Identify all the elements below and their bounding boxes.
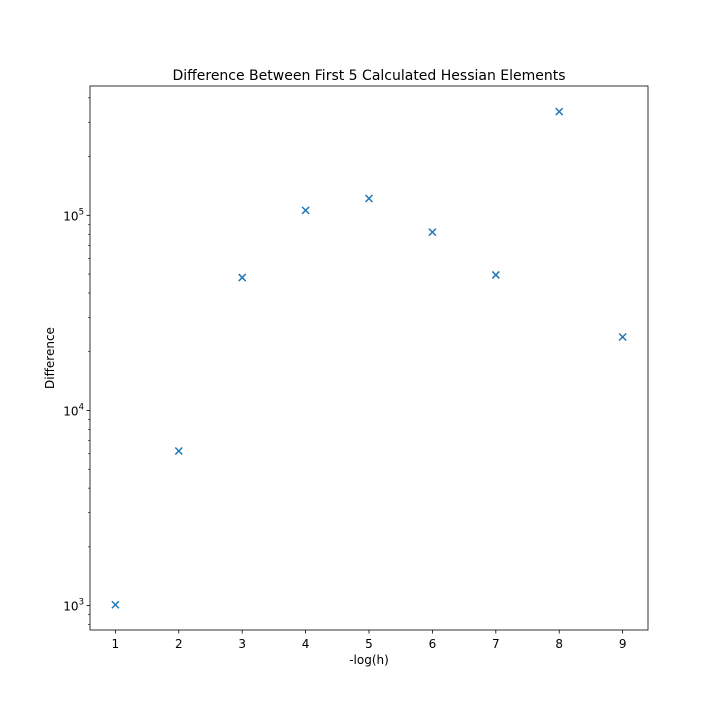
y-tick-label-exponent: 5 <box>79 207 84 217</box>
marks-layer <box>111 107 627 609</box>
data-point-x1 <box>111 600 120 609</box>
x-tick-label: 4 <box>302 637 310 651</box>
chart-title: Difference Between First 5 Calculated He… <box>172 68 565 84</box>
data-point-x7 <box>491 270 500 279</box>
marker-stroke <box>111 600 120 609</box>
x-tick-label: 7 <box>492 637 500 651</box>
marker-stroke <box>301 206 310 215</box>
marker-stroke <box>428 228 437 237</box>
y-tick-label-base: 10 <box>63 209 78 223</box>
data-point-x4 <box>301 206 310 215</box>
data-point-x5 <box>364 194 374 203</box>
plot-frame <box>89 85 649 631</box>
y-axis-label: Difference <box>43 327 57 389</box>
x-tick-label: 2 <box>175 637 183 651</box>
plot-background <box>90 86 648 630</box>
x-axis-label: -log(h) <box>349 653 389 667</box>
marker-stroke <box>555 107 564 116</box>
y-tick-label-base: 10 <box>63 600 78 614</box>
y-tick-label: 103 <box>63 598 84 614</box>
marker-stroke <box>491 270 500 279</box>
x-tick-label: 1 <box>112 637 120 651</box>
data-point-x3 <box>238 273 247 282</box>
data-point-x8 <box>555 107 564 116</box>
y-tick-label-base: 10 <box>63 404 78 418</box>
marker-stroke <box>174 446 183 456</box>
y-tick-label: 104 <box>63 402 84 418</box>
marker-stroke <box>618 332 627 342</box>
marker-stroke <box>364 194 374 203</box>
data-point-x6 <box>428 228 437 237</box>
x-tick-label: 3 <box>238 637 246 651</box>
x-tick-label: 6 <box>429 637 437 651</box>
y-tick-label-exponent: 3 <box>79 598 84 608</box>
data-point-x9 <box>618 332 627 342</box>
y-tick-label: 105 <box>63 207 84 223</box>
x-tick-label: 8 <box>555 637 563 651</box>
marker-stroke <box>238 273 247 282</box>
data-point-x2 <box>174 446 183 456</box>
y-tick-label-exponent: 4 <box>79 402 84 412</box>
x-tick-label: 5 <box>365 637 373 651</box>
x-tick-label: 9 <box>619 637 627 651</box>
